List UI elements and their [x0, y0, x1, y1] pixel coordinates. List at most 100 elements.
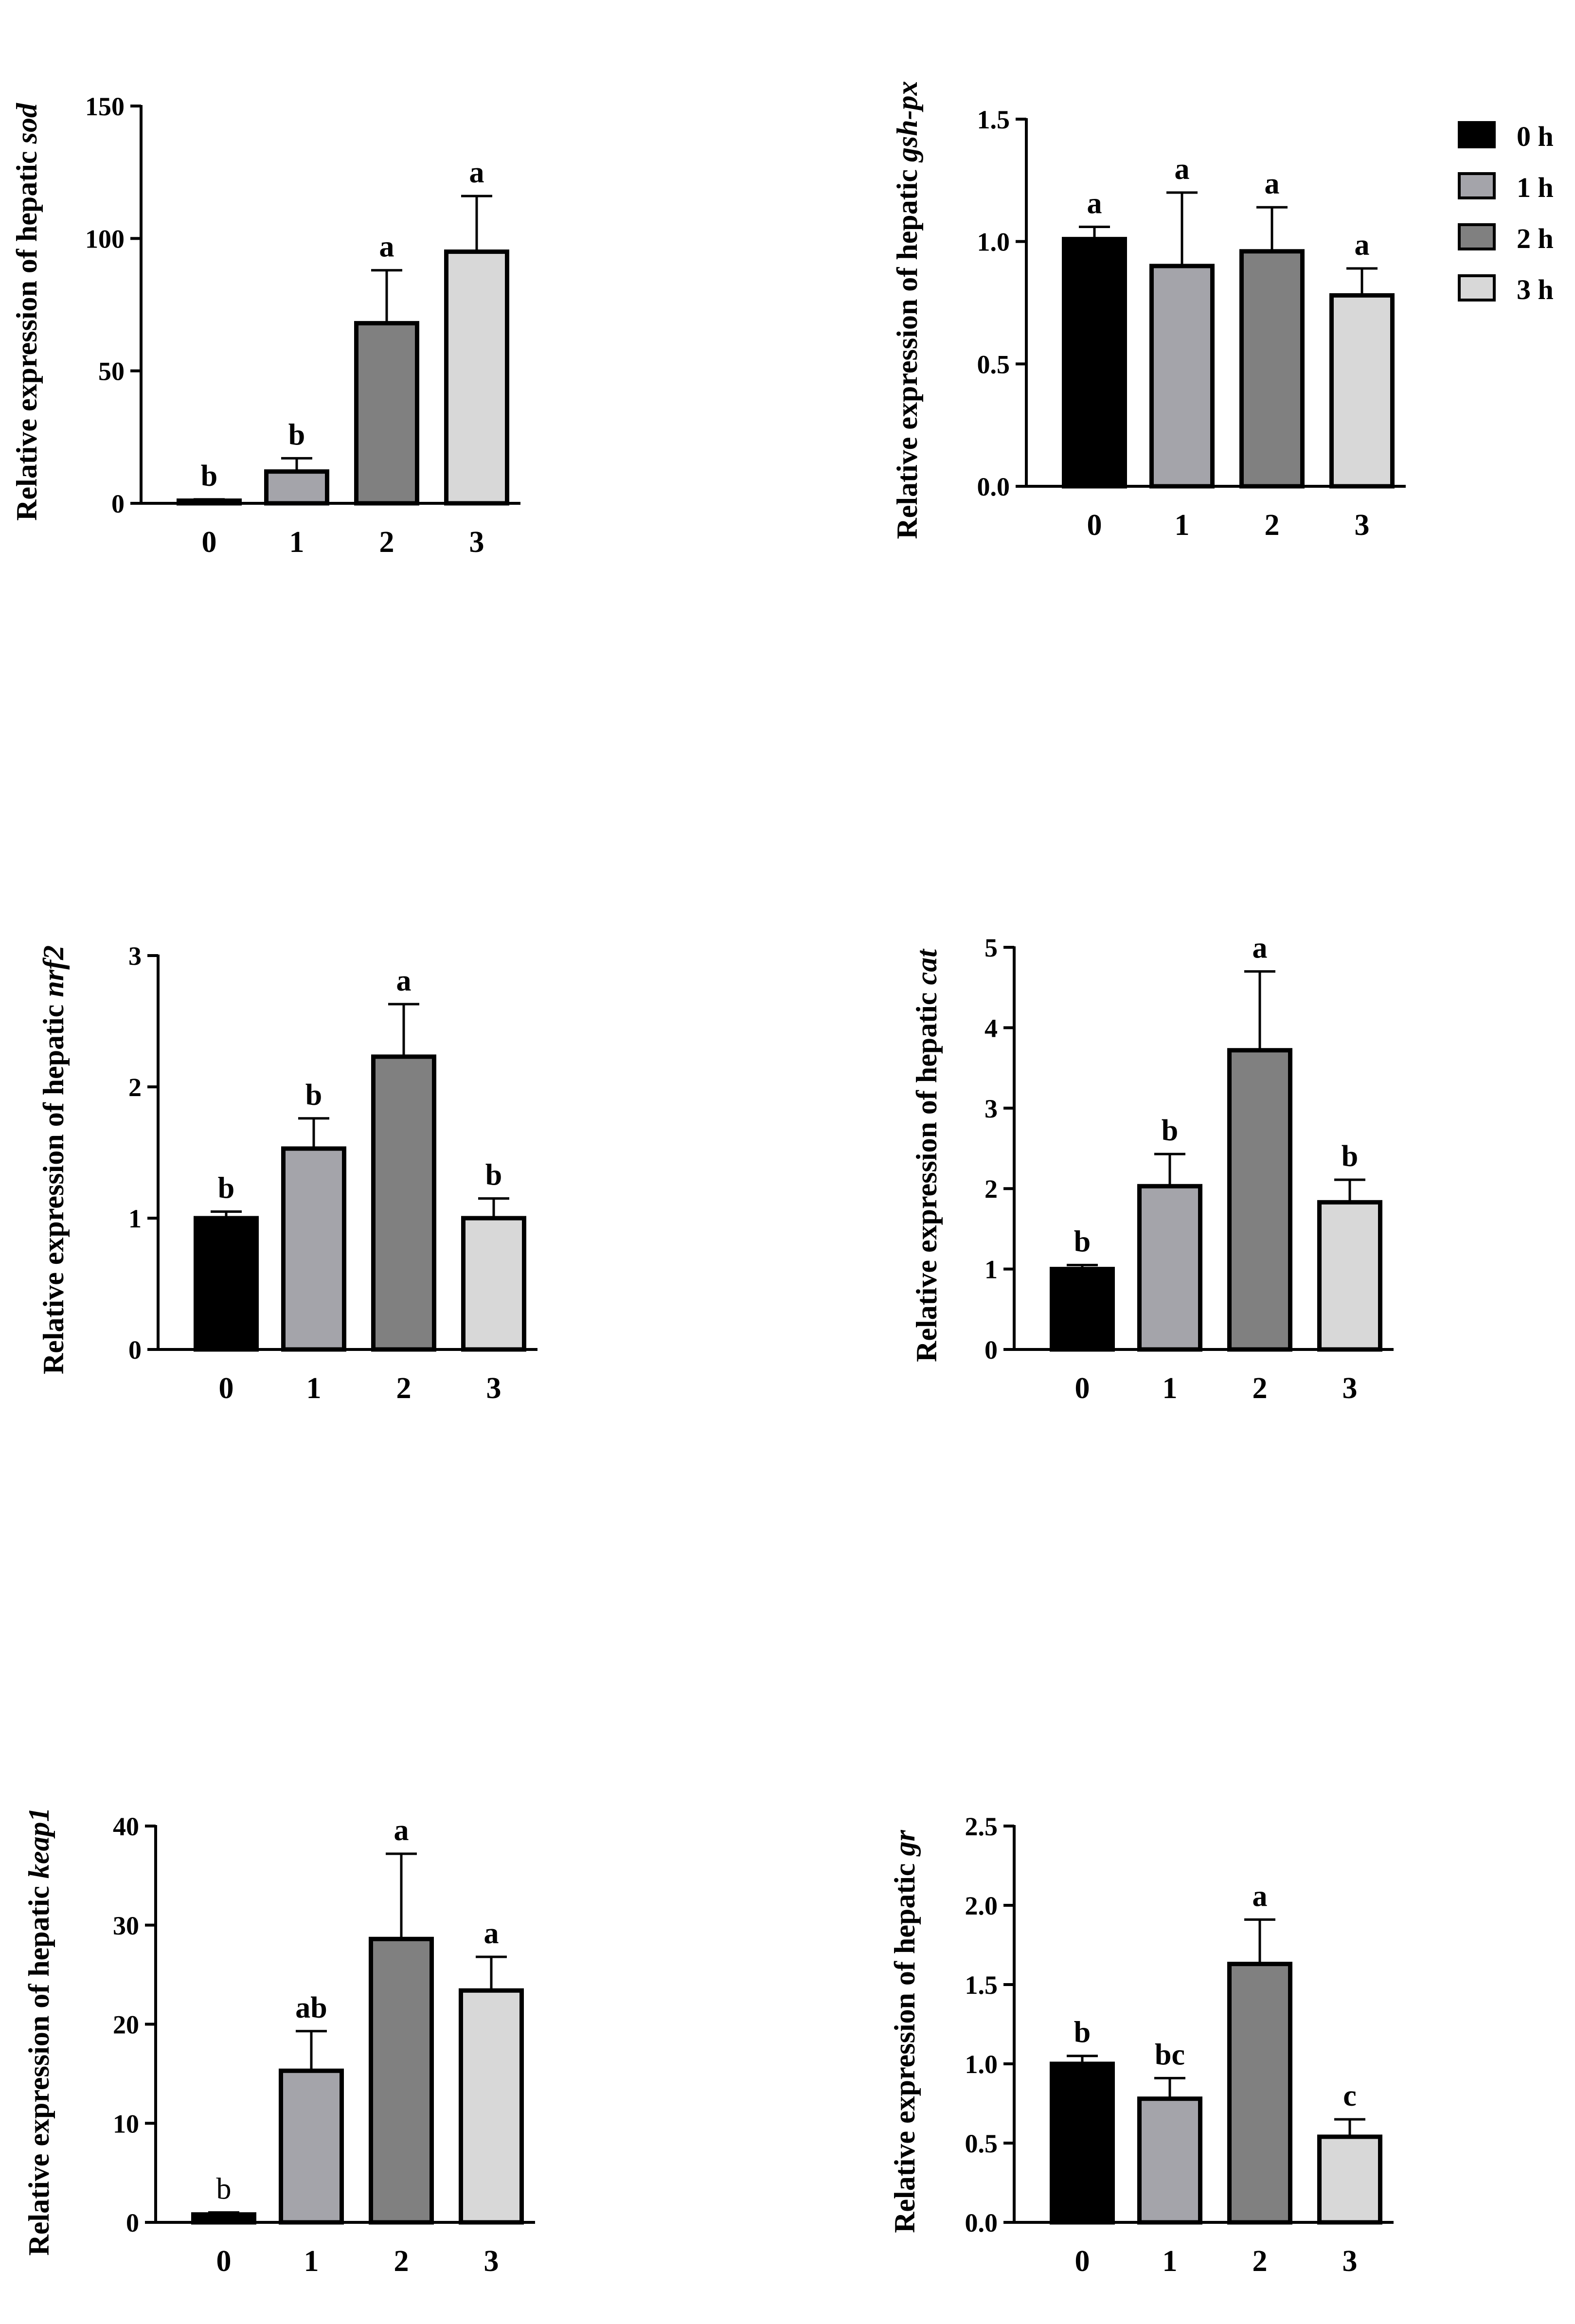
x-tick-label: 2 [379, 526, 394, 559]
y-tick-label: 2.0 [965, 1891, 998, 1920]
bar-2 [369, 1936, 434, 2225]
x-tick-label: 0 [219, 1372, 234, 1405]
legend-label: 0 h [1517, 121, 1554, 152]
significance-letter: a [1175, 153, 1190, 186]
x-tick-label: 1 [1163, 1372, 1178, 1405]
significance-letter: a [396, 964, 412, 997]
significance-letter: b [1342, 1140, 1358, 1173]
y-tick-label: 3 [984, 1094, 998, 1123]
x-tick-label: 0 [216, 2245, 232, 2278]
significance-letter: bc [1155, 2038, 1185, 2071]
legend-label: 1 h [1517, 172, 1554, 203]
x-tick-label: 3 [1342, 1372, 1358, 1405]
y-tick-label: 50 [98, 357, 125, 386]
y-tick-label: 4 [984, 1013, 998, 1043]
bar-3 [1329, 293, 1395, 489]
x-tick-label: 3 [486, 1372, 501, 1405]
bar-0 [191, 2212, 256, 2225]
y-tick-label: 0.5 [977, 350, 1010, 379]
bar-2 [371, 1054, 436, 1352]
y-tick-label: 100 [85, 224, 125, 253]
y-tick-label: 1.5 [977, 105, 1010, 134]
y-tick-label: 1 [984, 1255, 998, 1284]
y-tick-label: 0.0 [977, 472, 1010, 501]
y-tick-label: 1 [128, 1204, 142, 1233]
bar-1 [1137, 2096, 1202, 2225]
legend-swatch [1458, 274, 1496, 302]
legend: 0 h 1 h 2 h 3 h [1458, 121, 1554, 305]
chart-panel-nrf2: 0 1 2 3 0 b 1 b 2 a 3 b Relative expression of hepat… [37, 941, 537, 1405]
y-axis-label: Relative expression of hepatic cat [911, 948, 943, 1362]
x-tick-label: 1 [304, 2245, 319, 2278]
legend-swatch [1458, 223, 1496, 250]
bar-0 [1062, 237, 1127, 489]
x-tick-label: 2 [1253, 1372, 1268, 1405]
y-tick-label: 0 [128, 1335, 142, 1365]
bar-0 [194, 1216, 259, 1352]
chart-panel-keap1: 0 10 20 30 40 0 b 1 ab 2 a 3 a Relative expression of… [23, 1807, 535, 2278]
legend-label: 2 h [1517, 223, 1554, 254]
bar-3 [461, 1216, 526, 1352]
bar-2 [1227, 1962, 1292, 2225]
y-axis-label: Relative expression of hepatic gsh-px [891, 81, 923, 539]
x-tick-label: 0 [1075, 1372, 1090, 1405]
bar-3 [1317, 1200, 1382, 1352]
y-tick-label: 0 [111, 489, 125, 518]
chart-panel-gsh-px: 0.0 0.5 1.0 1.5 0 a 1 a 2 a 3 a Relative expression … [891, 81, 1406, 542]
x-tick-label: 3 [1355, 509, 1370, 542]
y-tick-label: 1.0 [965, 2050, 998, 2079]
significance-letter: a [1355, 229, 1370, 262]
significance-letter: b [201, 460, 217, 493]
bar-1 [1149, 264, 1215, 489]
legend-swatch [1458, 172, 1496, 199]
significance-letter: ab [295, 1991, 327, 2024]
bar-0 [1050, 2061, 1115, 2225]
y-tick-label: 40 [113, 1812, 139, 1841]
x-tick-label: 1 [289, 526, 304, 559]
significance-letter: a [1253, 1880, 1268, 1913]
y-tick-label: 10 [113, 2109, 139, 2138]
x-tick-label: 2 [1253, 2245, 1268, 2278]
significance-letter: b [1074, 1225, 1091, 1258]
legend-swatch [1458, 121, 1496, 148]
y-tick-label: 1.0 [977, 228, 1010, 257]
significance-letter: b [1162, 1114, 1178, 1147]
x-tick-label: 3 [484, 2245, 499, 2278]
bar-3 [444, 249, 509, 506]
y-tick-label: 3 [128, 941, 142, 971]
significance-letter: c [1343, 2079, 1357, 2112]
x-tick-label: 2 [396, 1372, 412, 1405]
y-tick-label: 150 [85, 92, 125, 121]
significance-letter: b [485, 1159, 502, 1192]
bar-2 [1239, 249, 1305, 489]
bar-2 [354, 321, 419, 506]
significance-letter: b [305, 1079, 322, 1112]
x-tick-label: 1 [1163, 2245, 1178, 2278]
x-tick-label: 3 [469, 526, 484, 559]
y-tick-label: 20 [113, 2010, 139, 2040]
significance-letter: a [1087, 187, 1102, 220]
y-tick-label: 0.0 [965, 2208, 998, 2237]
chart-panel-gr: 0.0 0.5 1.0 1.5 2.0 2.5 0 b 1 bc 2 a 3 c Relative expr… [889, 1812, 1394, 2278]
bar-1 [264, 469, 329, 506]
x-tick-label: 0 [1075, 2245, 1090, 2278]
bar-1 [281, 1146, 346, 1352]
significance-letter: b [288, 418, 305, 451]
y-axis-label: Relative expression of hepatic keap1 [23, 1807, 55, 2255]
chart-panel-cat: 0 1 2 3 4 5 0 b 1 b 2 a 3 b Relative expression of hep… [911, 932, 1394, 1405]
significance-letter: a [469, 156, 484, 189]
bar-1 [1137, 1184, 1202, 1352]
significance-letter: a [484, 1917, 499, 1950]
y-tick-label: 0 [984, 1335, 998, 1365]
x-tick-label: 3 [1342, 2245, 1358, 2278]
bar-3 [1317, 2134, 1382, 2225]
y-tick-label: 1.5 [965, 1970, 998, 2000]
y-tick-label: 2 [984, 1174, 998, 1204]
x-tick-label: 1 [306, 1372, 322, 1405]
x-tick-label: 0 [1087, 509, 1102, 542]
x-tick-label: 2 [1265, 509, 1280, 542]
significance-letter: a [394, 1814, 409, 1847]
y-tick-label: 0.5 [965, 2129, 998, 2158]
y-axis-label: Relative expression of hepatic gr [889, 1829, 921, 2233]
